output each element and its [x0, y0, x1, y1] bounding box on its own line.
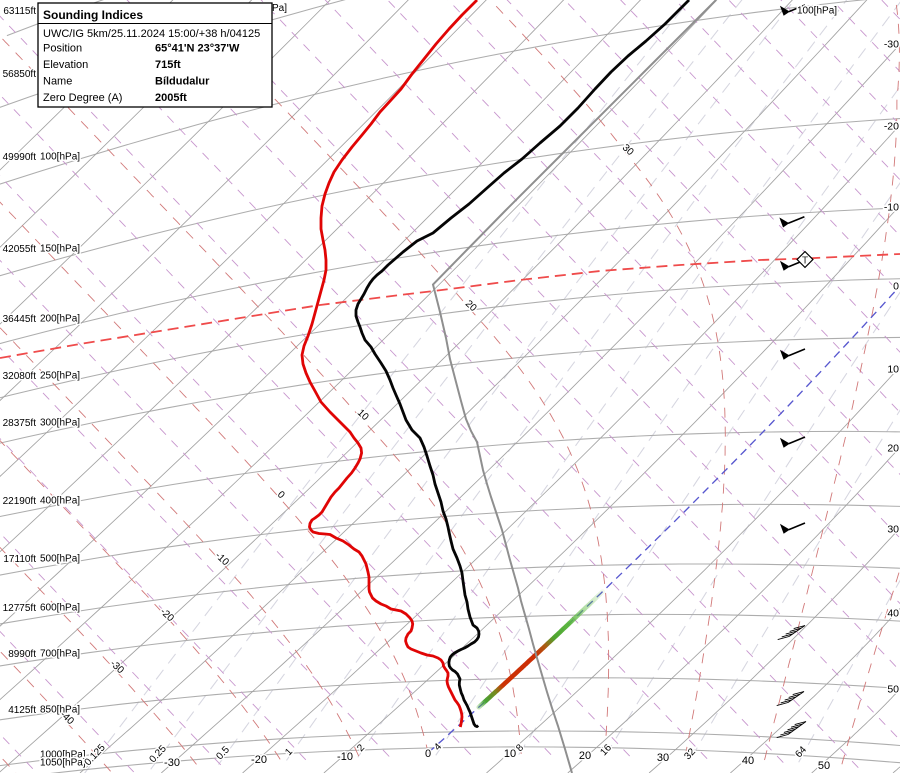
- svg-text:50: 50: [818, 760, 830, 772]
- svg-text:40: 40: [742, 755, 754, 767]
- svg-text:Bíldudalur: Bíldudalur: [155, 76, 210, 88]
- svg-text:-10: -10: [884, 202, 899, 214]
- svg-text:300[hPa]: 300[hPa]: [40, 418, 80, 429]
- svg-text:Zero Degree (A): Zero Degree (A): [43, 92, 122, 104]
- svg-text:715ft: 715ft: [155, 59, 181, 71]
- svg-text:49990ft: 49990ft: [3, 152, 37, 163]
- svg-text:100[hPa]: 100[hPa]: [797, 6, 837, 17]
- svg-text:12775ft: 12775ft: [3, 603, 37, 614]
- svg-text:-10: -10: [337, 751, 353, 763]
- svg-text:56850ft: 56850ft: [3, 69, 37, 80]
- svg-text:63115ft: 63115ft: [3, 6, 36, 17]
- svg-text:250[hPa]: 250[hPa]: [40, 371, 80, 382]
- svg-text:150[hPa]: 150[hPa]: [40, 244, 80, 255]
- svg-text:-30: -30: [164, 757, 180, 769]
- svg-text:8990ft: 8990ft: [8, 649, 36, 660]
- svg-text:10: 10: [887, 364, 899, 376]
- svg-text:1000[hPa]: 1000[hPa]: [40, 750, 86, 761]
- svg-text:22190ft: 22190ft: [3, 496, 37, 507]
- svg-text:40: 40: [887, 608, 899, 620]
- svg-text:65°41'N 23°37'W: 65°41'N 23°37'W: [155, 43, 240, 55]
- svg-text:Name: Name: [43, 76, 72, 88]
- svg-text:2005ft: 2005ft: [155, 92, 187, 104]
- svg-text:850[hPa]: 850[hPa]: [40, 705, 80, 716]
- svg-text:20: 20: [579, 750, 591, 762]
- svg-text:17110ft: 17110ft: [3, 554, 36, 565]
- svg-text:50: 50: [887, 684, 899, 696]
- svg-text:UWC/IG 5km/25.11.2024 15:00/+3: UWC/IG 5km/25.11.2024 15:00/+38 h/04125: [43, 28, 260, 40]
- svg-text:100[hPa]: 100[hPa]: [40, 152, 80, 163]
- svg-text:42055ft: 42055ft: [3, 244, 37, 255]
- svg-text:Pa]: Pa]: [272, 3, 287, 14]
- svg-text:-20: -20: [251, 754, 267, 766]
- svg-text:400[hPa]: 400[hPa]: [40, 496, 80, 507]
- svg-text:30: 30: [657, 752, 669, 764]
- svg-text:600[hPa]: 600[hPa]: [40, 603, 80, 614]
- svg-text:500[hPa]: 500[hPa]: [40, 554, 80, 565]
- svg-text:0: 0: [425, 748, 431, 760]
- svg-text:Sounding Indices: Sounding Indices: [43, 8, 143, 22]
- svg-text:T: T: [802, 256, 808, 267]
- svg-text:700[hPa]: 700[hPa]: [40, 649, 80, 660]
- svg-text:4125ft: 4125ft: [8, 705, 36, 716]
- svg-text:0: 0: [893, 281, 899, 293]
- svg-text:30: 30: [887, 524, 899, 536]
- svg-text:-20: -20: [884, 121, 899, 133]
- svg-text:-30: -30: [884, 39, 899, 51]
- svg-text:36445ft: 36445ft: [3, 314, 37, 325]
- svg-text:1050[hPa]: 1050[hPa]: [40, 758, 86, 769]
- svg-text:200[hPa]: 200[hPa]: [40, 314, 80, 325]
- svg-text:28375ft: 28375ft: [3, 418, 37, 429]
- svg-text:32080ft: 32080ft: [3, 371, 37, 382]
- svg-text:10: 10: [504, 748, 516, 760]
- svg-text:Position: Position: [43, 43, 82, 55]
- svg-text:20: 20: [887, 443, 899, 455]
- svg-text:Elevation: Elevation: [43, 59, 88, 71]
